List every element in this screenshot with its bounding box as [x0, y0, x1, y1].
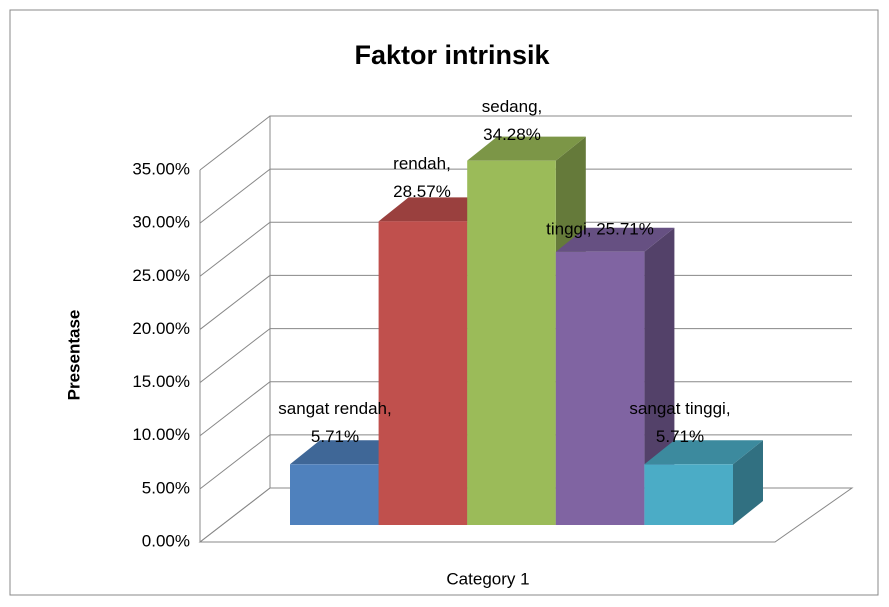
grid-line — [199, 115, 852, 171]
bar — [644, 464, 733, 525]
y-tick-label: 20.00% — [132, 319, 190, 338]
bar-side — [733, 440, 763, 525]
y-tick-label: 15.00% — [132, 372, 190, 391]
y-tick-label: 5.00% — [142, 478, 190, 497]
data-label: rendah, 28.57% — [393, 154, 451, 201]
data-label: sangat rendah, 5.71% — [278, 399, 391, 446]
bar-top — [467, 136, 586, 161]
y-axis-title: Presentase — [64, 310, 83, 401]
x-tick-label: Category 1 — [446, 569, 529, 588]
y-tick-label: 10.00% — [132, 425, 190, 444]
bar — [467, 160, 556, 525]
y-tick-label: 0.00% — [142, 531, 190, 550]
y-tick-label: 35.00% — [132, 159, 190, 178]
y-tick-label: 25.00% — [132, 266, 190, 285]
bar — [378, 221, 468, 525]
bar — [290, 464, 379, 525]
grid-line — [199, 168, 852, 224]
data-label: sangat tinggi, 5.71% — [629, 399, 730, 446]
bar-top — [555, 227, 675, 252]
data-label: sedang, 34.28% — [482, 97, 543, 144]
grid-line — [199, 221, 852, 277]
data-label: tinggi, 25.71% — [546, 219, 654, 238]
y-tick-label: 30.00% — [132, 213, 190, 232]
bar-top — [644, 440, 763, 465]
bar — [555, 251, 645, 525]
chart-title: Faktor intrinsik — [354, 40, 550, 70]
